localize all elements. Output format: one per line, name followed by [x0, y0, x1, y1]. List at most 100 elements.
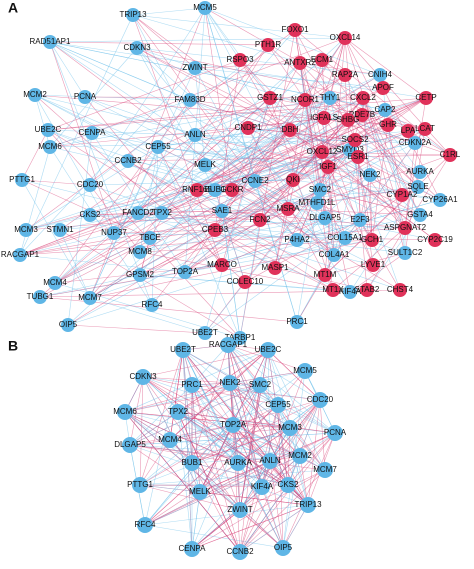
edge — [182, 349, 234, 426]
edge — [204, 97, 331, 166]
edge — [124, 370, 306, 413]
node — [366, 258, 380, 272]
node-label: MELK — [194, 160, 216, 169]
edge — [267, 349, 321, 401]
node-label: LPA — [401, 126, 416, 135]
edge — [277, 404, 289, 486]
edge — [19, 146, 51, 256]
edge — [139, 376, 144, 486]
node-label: IGFALS — [310, 113, 338, 122]
node-label: IGF1 — [319, 162, 337, 171]
node-label: CKS2 — [80, 210, 101, 219]
edge — [299, 62, 381, 76]
edge — [19, 109, 386, 256]
edge — [132, 14, 196, 136]
node — [365, 233, 379, 247]
edge — [89, 184, 401, 291]
edge — [194, 134, 329, 168]
edge — [19, 232, 115, 256]
node — [283, 123, 297, 137]
edge — [227, 344, 321, 401]
edge — [199, 399, 321, 493]
edge — [39, 97, 271, 298]
edge — [132, 7, 206, 16]
node-label: ESR1 — [348, 152, 369, 161]
node-label: CYP1A2 — [387, 190, 418, 199]
node — [122, 437, 138, 453]
node — [178, 265, 192, 279]
node-label: FANCD2 — [122, 208, 154, 217]
edge — [282, 432, 336, 549]
edge — [89, 212, 163, 299]
edge — [139, 439, 171, 486]
node — [373, 68, 387, 82]
edge — [227, 344, 309, 506]
node — [13, 248, 27, 262]
edge — [319, 189, 421, 216]
edge — [144, 432, 336, 526]
node-label: CKS2 — [278, 480, 299, 489]
edge — [282, 504, 309, 549]
edge — [237, 349, 269, 464]
edge — [19, 139, 356, 256]
edge — [47, 59, 241, 131]
node-label: SOCS2 — [341, 135, 369, 144]
edge — [21, 129, 49, 181]
node-label: MCM6 — [113, 407, 137, 416]
edge — [329, 97, 426, 130]
edge — [139, 384, 261, 486]
node — [355, 108, 369, 122]
node-label: C1RL — [440, 150, 461, 159]
node — [222, 375, 238, 391]
node-label: CNDP1 — [234, 123, 262, 132]
edge — [287, 432, 336, 486]
edge — [204, 219, 361, 334]
node — [411, 180, 425, 194]
edge — [21, 179, 91, 299]
edge — [221, 217, 326, 266]
edge — [296, 239, 406, 254]
node-label: MCM6 — [38, 142, 62, 151]
edge — [127, 160, 326, 276]
edge — [142, 376, 261, 386]
node-label: DLGAP5 — [114, 440, 146, 449]
edge — [277, 404, 326, 471]
node-label: TPX2 — [152, 208, 173, 217]
edge — [344, 37, 406, 229]
edge — [39, 296, 298, 323]
edge — [191, 491, 201, 550]
edge — [269, 460, 284, 549]
node-label: OXCL14 — [330, 33, 361, 42]
node-label: RACGAP1 — [209, 340, 248, 349]
edge — [84, 96, 421, 216]
node-label: CDKN3 — [123, 43, 151, 52]
node — [208, 223, 222, 237]
edge — [231, 129, 291, 191]
edge — [259, 384, 301, 457]
node-label: E2F3 — [350, 215, 370, 224]
node-label: UBE2C — [35, 125, 62, 134]
edge — [196, 74, 346, 191]
edge — [184, 179, 294, 273]
edge — [49, 41, 269, 46]
edge — [124, 411, 193, 464]
edge — [196, 142, 416, 191]
edge — [244, 219, 361, 283]
node — [318, 211, 332, 225]
edge — [142, 376, 241, 511]
node-label: APOF — [372, 83, 394, 92]
edge — [287, 208, 335, 256]
node-label: MCM7 — [78, 293, 102, 302]
node — [321, 160, 335, 174]
node — [130, 41, 144, 55]
node-label: CCNB2 — [226, 547, 254, 556]
edge — [287, 399, 321, 486]
edge — [361, 114, 421, 216]
node-label: QKI — [286, 175, 300, 184]
edge — [221, 37, 346, 212]
node — [151, 140, 165, 154]
node — [188, 61, 202, 75]
node — [348, 133, 362, 147]
node-label: ECM1 — [311, 55, 334, 64]
edge — [124, 411, 241, 553]
